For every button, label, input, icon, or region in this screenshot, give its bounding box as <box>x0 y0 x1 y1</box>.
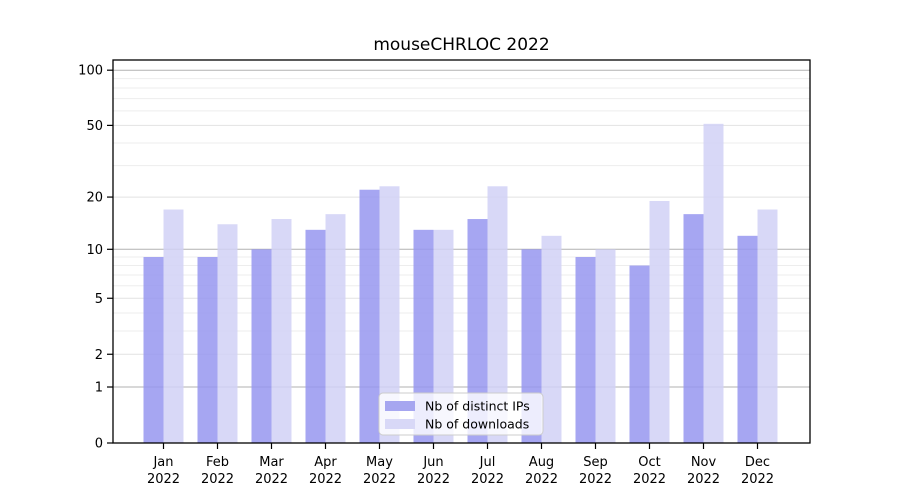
y-tick-label: 20 <box>86 191 103 206</box>
plot-border <box>112 59 811 444</box>
x-tick-label-month: Oct <box>638 455 660 470</box>
y-tick-label: 100 <box>78 64 103 79</box>
bar-distinct-ips-feb <box>197 257 218 443</box>
bar-distinct-ips-sep <box>575 257 596 443</box>
bar-distinct-ips-jun <box>413 229 434 443</box>
x-tick-label-month: Jun <box>422 455 443 470</box>
y-tick-label: 2 <box>95 348 103 363</box>
chart-title: mouseCHRLOC 2022 <box>373 35 549 55</box>
bar-downloads-apr <box>325 214 346 443</box>
bar-downloads-feb <box>217 224 238 443</box>
x-tick-label-year: 2022 <box>741 472 774 487</box>
x-tick-label-month: Feb <box>206 455 229 470</box>
bar-distinct-ips-apr <box>305 229 326 443</box>
bar-distinct-ips-dec <box>737 235 758 443</box>
legend-label: Nb of downloads <box>425 417 529 432</box>
x-tick-label-month: Aug <box>529 455 554 470</box>
x-tick-label-month: Mar <box>259 455 284 470</box>
bar-distinct-ips-mar <box>251 249 272 443</box>
bar-downloads-may <box>379 186 400 444</box>
x-tick-label-year: 2022 <box>633 472 666 487</box>
y-tick-label: 10 <box>86 243 103 258</box>
legend-label: Nb of distinct IPs <box>425 399 530 414</box>
x-tick-label-year: 2022 <box>201 472 234 487</box>
x-tick-label-year: 2022 <box>687 472 720 487</box>
x-tick-label-month: Dec <box>745 455 770 470</box>
y-tick-label: 5 <box>95 292 103 307</box>
bar-distinct-ips-jan <box>143 257 164 443</box>
bar-distinct-ips-may <box>359 189 380 443</box>
bar-downloads-aug <box>541 235 562 443</box>
x-tick-label-year: 2022 <box>255 472 288 487</box>
x-tick-label-month: Jan <box>152 455 173 470</box>
x-tick-label-month: Nov <box>691 455 717 470</box>
x-tick-label-month: Jul <box>479 455 496 470</box>
bar-downloads-oct <box>649 201 670 443</box>
x-tick-label-month: May <box>366 455 393 470</box>
x-tick-label-year: 2022 <box>579 472 612 487</box>
x-tick-label-year: 2022 <box>417 472 450 487</box>
legend-swatch-distinct-ips <box>385 401 415 411</box>
legend-swatch-downloads <box>385 419 415 429</box>
bar-downloads-nov <box>703 123 724 444</box>
y-tick-label: 1 <box>95 381 103 396</box>
bar-downloads-sep <box>595 249 616 443</box>
x-tick-label-year: 2022 <box>363 472 396 487</box>
legend-box <box>378 392 544 436</box>
bar-downloads-jul <box>487 186 508 444</box>
x-tick-label-year: 2022 <box>147 472 180 487</box>
bar-downloads-jan <box>163 209 184 443</box>
bar-downloads-dec <box>757 209 778 443</box>
x-tick-label-year: 2022 <box>471 472 504 487</box>
x-tick-label-year: 2022 <box>309 472 342 487</box>
x-tick-label-month: Sep <box>583 455 608 470</box>
bar-downloads-jun <box>433 229 454 443</box>
bar-distinct-ips-nov <box>683 214 704 443</box>
y-tick-label: 50 <box>86 119 103 134</box>
y-tick-label: 0 <box>95 437 103 452</box>
bar-distinct-ips-jul <box>467 219 488 443</box>
bar-downloads-mar <box>271 219 292 443</box>
x-tick-label-month: Apr <box>314 455 337 470</box>
x-tick-label-year: 2022 <box>525 472 558 487</box>
bar-distinct-ips-oct <box>629 265 650 443</box>
